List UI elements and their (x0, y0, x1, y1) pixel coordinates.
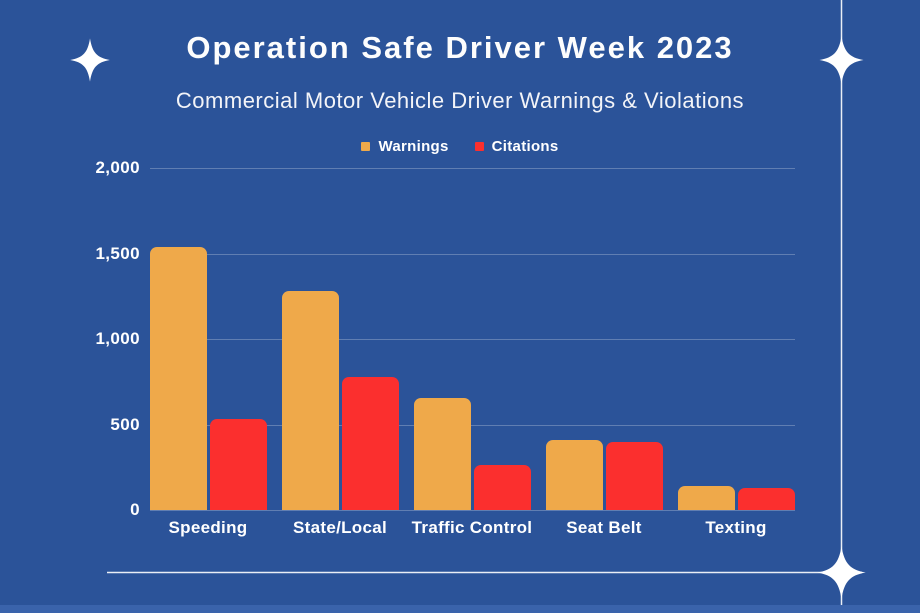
bar-warnings-texting (677, 486, 735, 510)
gridline-0 (150, 510, 795, 511)
legend-label: Warnings (378, 138, 449, 155)
x-axis-label-traffic-control: Traffic Control (411, 518, 533, 537)
y-axis-tick-label: 1,000 (95, 329, 140, 348)
x-axis-label-speeding: Speeding (168, 518, 248, 537)
x-axis-label-texting: Texting (705, 518, 767, 537)
legend-item-warnings: Warnings (361, 138, 448, 155)
x-axis-label-state-local: State/Local (293, 518, 387, 537)
page-subtitle: Commercial Motor Vehicle Driver Warnings… (175, 88, 745, 113)
gridline-500 (150, 424, 795, 426)
gridline-1-500 (150, 253, 795, 255)
gridline-1-000 (150, 339, 795, 340)
bar-warnings-speeding (149, 246, 207, 510)
legend-swatch-citations (474, 142, 484, 151)
legend-item-citations: Citations (474, 138, 559, 155)
bar-citations-seat-belt (605, 441, 663, 510)
bar-citations-texting (737, 487, 795, 510)
y-axis-tick-label: 500 (110, 414, 140, 434)
bar-citations-speeding (209, 418, 267, 510)
gridline-2-000 (150, 168, 795, 169)
legend-swatch-warnings (361, 142, 371, 151)
bar-warnings-seat-belt (545, 439, 603, 510)
page-title: Operation Safe Driver Week 2023 (186, 30, 734, 65)
chart-header: Operation Safe Driver Week 2023 Commerci… (0, 30, 920, 114)
y-axis-tick-label: 0 (130, 500, 140, 519)
y-axis-tick-label: 1,500 (95, 243, 140, 263)
bar-citations-state-local (341, 376, 399, 510)
bottom-edge-strip (0, 605, 920, 613)
x-axis-label-seat-belt: Seat Belt (566, 518, 642, 537)
bar-warnings-state-local (281, 291, 339, 510)
bar-warnings-traffic-control (413, 397, 471, 510)
chart-legend: Warnings Citations (0, 138, 920, 155)
legend-label: Citations (491, 138, 559, 155)
y-axis-tick-label: 2,000 (95, 158, 140, 177)
bar-citations-traffic-control (473, 464, 531, 510)
